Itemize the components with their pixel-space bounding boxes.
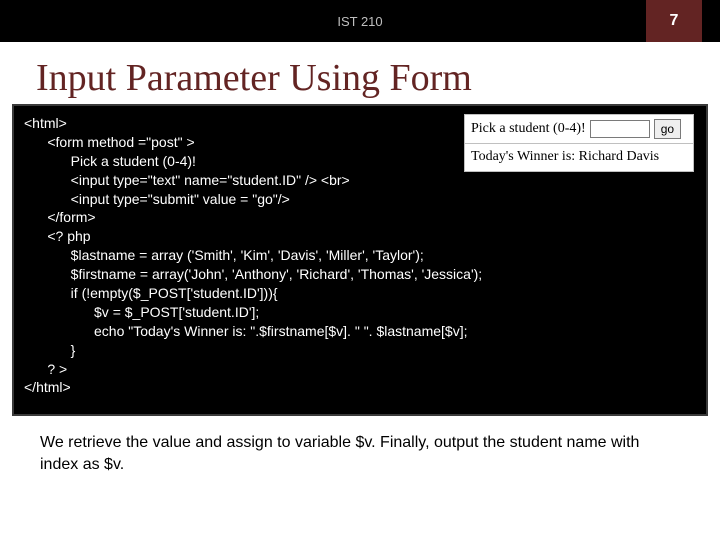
form-prompt: Pick a student (0-4)! (471, 120, 586, 139)
top-bar: IST 210 7 (0, 0, 720, 42)
winner-text: Today's Winner is: Richard Davis (471, 149, 659, 164)
slide: IST 210 7 Input Parameter Using Form <ht… (0, 0, 720, 540)
go-button[interactable]: go (654, 119, 681, 139)
slide-caption: We retrieve the value and assign to vari… (40, 432, 680, 477)
page-number: 7 (670, 12, 679, 30)
page-number-box: 7 (646, 0, 702, 42)
form-row: Pick a student (0-4)! go (465, 115, 693, 144)
slide-title: Input Parameter Using Form (36, 56, 720, 100)
code-box: <html> <form method ="post" > Pick a stu… (12, 104, 708, 416)
student-id-input[interactable] (590, 120, 650, 138)
rendered-output-preview: Pick a student (0-4)! go Today's Winner … (464, 114, 694, 172)
course-code: IST 210 (337, 14, 382, 29)
result-row: Today's Winner is: Richard Davis (465, 144, 693, 171)
